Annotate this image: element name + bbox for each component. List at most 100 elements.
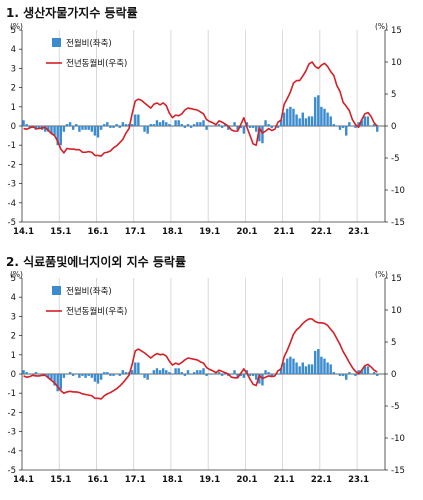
bar-mom-41: [146, 126, 149, 134]
bar-mom-96: [317, 95, 320, 126]
bar-mom-56: [192, 124, 196, 126]
bar-mom-49: [171, 126, 174, 127]
bar-mom-33: [121, 370, 125, 374]
bar-mom-27: [103, 124, 106, 126]
bar-mom-7: [40, 374, 44, 375]
line-yoy-series: [23, 318, 378, 400]
y-left-tick-label: 2: [11, 332, 16, 342]
bar-mom-93: [307, 116, 311, 126]
bar-mom-62: [211, 374, 215, 375]
bar-mom-18: [75, 374, 78, 375]
bar-mom-66: [224, 124, 227, 126]
bar-mom-84: [279, 120, 283, 126]
bar-mom-95: [313, 97, 317, 126]
y-right-tick-label: 5: [391, 90, 396, 100]
x-tick-label: 22.1: [311, 227, 332, 237]
bar-mom-97: [320, 106, 323, 126]
bar-mom-65: [220, 374, 224, 376]
y-left-tick-label: 4: [11, 293, 16, 303]
y-left-tick-label: 1: [11, 351, 16, 361]
bar-mom-100: [329, 116, 332, 126]
bar-mom-6: [37, 126, 41, 128]
bar-mom-14: [62, 126, 66, 132]
bar-mom-30: [112, 126, 115, 128]
bar-mom-76: [255, 126, 258, 132]
bar-mom-26: [99, 374, 103, 380]
y-left-tick-label: -3: [8, 180, 16, 190]
bar-mom-29: [109, 126, 112, 128]
bar-mom-108: [354, 374, 357, 376]
bar-mom-44: [155, 368, 159, 374]
bar-mom-3: [28, 374, 31, 375]
bar-mom-92: [304, 366, 308, 374]
x-tick-label: 23.1: [348, 475, 369, 485]
bar-mom-99: [326, 362, 329, 374]
bar-mom-31: [115, 374, 118, 375]
bar-mom-25: [96, 374, 100, 384]
bar-mom-24: [93, 374, 97, 382]
y-left-tick-label: 5: [11, 26, 16, 36]
bar-mom-105: [345, 126, 348, 136]
bar-mom-106: [348, 122, 351, 126]
bar-mom-96: [317, 349, 320, 374]
bar-mom-38: [137, 114, 140, 126]
bar-mom-90: [298, 366, 301, 374]
bar-mom-107: [351, 374, 354, 375]
x-tick-label: 17.1: [125, 227, 146, 237]
y-left-tick-label: -1: [8, 141, 16, 151]
bar-mom-68: [230, 126, 233, 127]
bar-mom-85: [282, 112, 286, 126]
bar-mom-46: [161, 120, 165, 126]
bar-mom-101: [332, 124, 336, 126]
y-left-tick-label: 5: [11, 274, 16, 284]
x-tick-label: 22.1: [311, 475, 332, 485]
bar-mom-103: [338, 374, 342, 376]
bar-mom-83: [276, 126, 280, 128]
bar-mom-11: [53, 374, 56, 386]
bar-mom-98: [323, 108, 326, 126]
bar-mom-109: [357, 370, 360, 374]
bar-mom-87: [289, 356, 292, 374]
y-left-tick-label: -5: [8, 218, 16, 228]
y-right-tick-label: -10: [391, 434, 405, 444]
bar-mom-65: [220, 126, 224, 128]
bar-mom-82: [273, 126, 277, 127]
bar-mom-113: [369, 374, 373, 375]
x-tick-label: 14.1: [13, 227, 34, 237]
bar-mom-42: [149, 124, 152, 126]
bar-mom-103: [338, 126, 342, 130]
bar-mom-78: [261, 126, 264, 144]
bar-mom-56: [192, 372, 196, 374]
bar-mom-79: [264, 370, 267, 374]
bar-mom-23: [90, 374, 94, 378]
bar-mom-88: [292, 358, 295, 374]
x-tick-label: 23.1: [348, 227, 369, 237]
bar-mom-111: [363, 366, 367, 374]
y-left-tick-label: 1: [11, 103, 16, 113]
x-tick-label: 20.1: [236, 475, 257, 485]
bar-mom-72: [242, 126, 246, 134]
bar-mom-42: [149, 374, 152, 375]
bar-mom-64: [217, 372, 221, 374]
bar-mom-28: [106, 122, 109, 126]
bar-mom-37: [134, 114, 137, 126]
bar-mom-104: [341, 126, 345, 128]
bar-mom-54: [186, 370, 190, 374]
bar-mom-101: [332, 372, 336, 374]
bar-mom-80: [267, 372, 270, 374]
bar-mom-28: [106, 372, 109, 374]
y-left-tick-label: 2: [11, 84, 16, 94]
bar-mom-85: [282, 362, 286, 374]
chart-1-title: 1. 생산자물가지수 등락률: [6, 6, 138, 20]
bar-mom-50: [174, 368, 177, 374]
bar-mom-36: [130, 124, 134, 126]
y-right-tick-label: 15: [391, 274, 402, 284]
bar-mom-97: [320, 356, 323, 374]
bar-mom-57: [196, 122, 199, 126]
bar-mom-77: [258, 374, 261, 384]
bar-mom-6: [37, 374, 41, 375]
bar-mom-110: [360, 370, 363, 374]
x-tick-label: 18.1: [162, 475, 183, 485]
bar-mom-108: [354, 126, 357, 128]
bar-mom-9: [47, 374, 50, 378]
